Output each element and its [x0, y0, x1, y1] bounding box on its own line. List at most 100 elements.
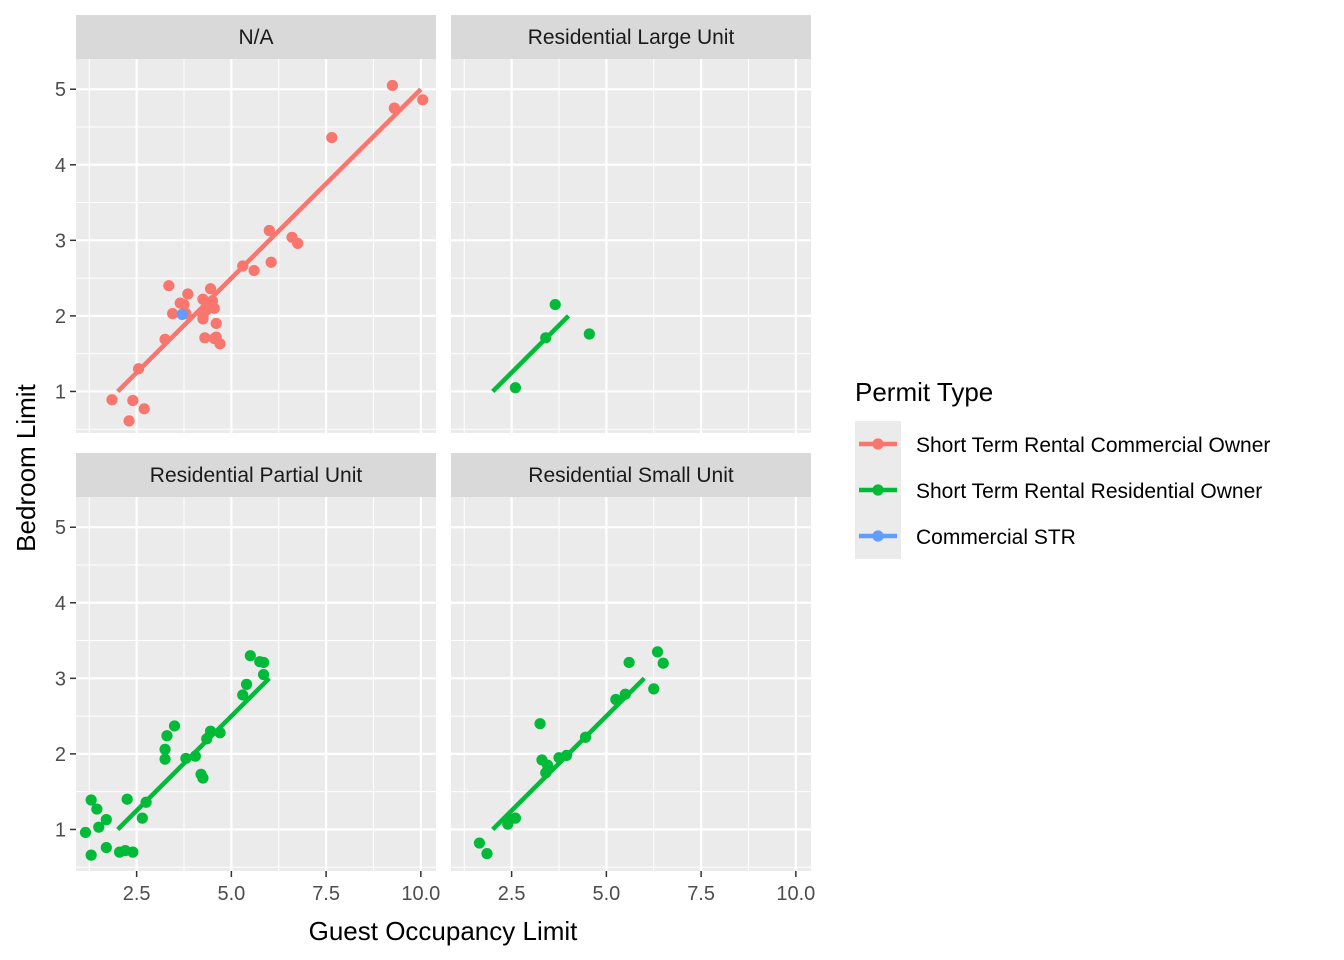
x-tick-label: 5.0 — [592, 883, 620, 905]
data-point — [257, 668, 270, 681]
legend-entry: Commercial STR — [855, 513, 1076, 559]
data-point — [180, 752, 192, 765]
y-tick-label: 5 — [55, 79, 66, 101]
facet-strip — [76, 15, 436, 59]
facet-panel: Residential Large Unit — [451, 15, 811, 433]
y-tick-label: 4 — [55, 155, 66, 177]
data-point — [473, 837, 486, 849]
data-point — [161, 730, 173, 742]
legend-label: Commercial STR — [916, 526, 1076, 549]
y-tick-label: 2 — [55, 306, 66, 328]
data-point — [208, 302, 220, 314]
data-point — [168, 720, 181, 732]
data-point — [85, 849, 97, 861]
data-point — [257, 656, 270, 669]
x-tick-label: 2.5 — [498, 883, 526, 905]
x-tick-label: 10.0 — [776, 883, 815, 905]
x-tick-label: 7.5 — [312, 883, 340, 905]
data-point — [176, 308, 188, 320]
data-point — [159, 753, 171, 765]
data-point — [182, 288, 194, 300]
data-point — [197, 293, 209, 305]
data-point — [167, 308, 179, 320]
data-point — [91, 803, 103, 815]
data-point — [657, 657, 669, 669]
data-point — [127, 846, 139, 858]
data-point — [163, 280, 175, 292]
data-point — [509, 382, 522, 394]
data-point — [136, 812, 148, 824]
data-point — [292, 237, 304, 249]
y-tick-label: 2 — [55, 744, 66, 766]
data-point — [204, 283, 217, 295]
data-point — [132, 363, 145, 375]
facet-panel: Residential Small Unit 2.5 5.0 7.5 10.0 — [451, 453, 815, 905]
x-tick-label: 2.5 — [123, 883, 151, 905]
data-point — [481, 848, 493, 860]
legend-entry: Short Term Rental Commercial Owner — [855, 421, 1270, 467]
data-point — [417, 94, 429, 106]
data-point — [106, 394, 118, 406]
y-tick-label: 1 — [55, 819, 66, 841]
data-point — [93, 821, 105, 833]
legend-title: Permit Type — [855, 377, 993, 407]
data-point — [549, 298, 561, 311]
data-point — [210, 317, 222, 330]
data-point — [263, 224, 275, 237]
data-point — [123, 415, 135, 427]
y-tick-label: 4 — [55, 593, 66, 615]
data-point — [583, 328, 595, 340]
data-point — [237, 260, 249, 272]
data-point — [214, 727, 226, 739]
facet-title: Residential Partial Unit — [150, 464, 363, 487]
x-axis-title: Guest Occupancy Limit — [309, 916, 579, 946]
data-point — [79, 826, 92, 839]
data-point — [534, 718, 546, 730]
data-point — [560, 749, 573, 762]
data-point — [248, 264, 260, 277]
data-point — [619, 688, 631, 700]
data-point — [265, 256, 277, 268]
y-axis-title: Bedroom Limit — [11, 383, 41, 551]
facet-panel: Residential Partial Unit 1 2 3 4 5 2.5 5.0 7.5 10… — [55, 453, 440, 905]
data-point — [648, 683, 660, 695]
legend-label: Short Term Rental Commercial Owner — [916, 434, 1270, 457]
data-point — [579, 731, 592, 743]
data-point — [388, 102, 400, 114]
y-tick-label: 5 — [55, 517, 66, 539]
data-point — [100, 841, 112, 854]
legend-key-point — [872, 438, 884, 450]
legend-entry: Short Term Rental Residential Owner — [855, 467, 1262, 513]
facet-title: Residential Small Unit — [528, 464, 734, 487]
data-point — [610, 693, 622, 706]
facet-strip — [451, 453, 811, 497]
data-point — [127, 394, 139, 407]
data-point — [159, 333, 171, 345]
x-tick-label: 7.5 — [687, 883, 715, 905]
data-point — [214, 338, 226, 350]
legend-key-point — [872, 484, 884, 496]
y-tick-label: 1 — [55, 381, 66, 403]
data-point — [204, 725, 217, 737]
facet-title: N/A — [238, 26, 273, 49]
data-point — [540, 332, 552, 344]
legend: Permit Type Short Term Rental Commercial … — [855, 377, 1270, 559]
data-point — [237, 689, 249, 701]
data-point — [623, 656, 635, 669]
data-point — [178, 298, 190, 311]
y-tick-label: 3 — [55, 230, 66, 252]
data-point — [197, 772, 209, 784]
data-point — [651, 646, 664, 658]
data-point — [159, 743, 171, 755]
x-tick-label: 10.0 — [401, 883, 440, 905]
data-point — [240, 678, 253, 690]
facet-panel: N/A 1 2 3 4 5 — [55, 15, 436, 433]
facet-title: Residential Large Unit — [528, 26, 735, 49]
legend-key-point — [872, 530, 884, 542]
legend-label: Short Term Rental Residential Owner — [916, 480, 1262, 503]
data-point — [509, 812, 522, 824]
data-point — [138, 403, 150, 415]
data-point — [121, 793, 133, 805]
